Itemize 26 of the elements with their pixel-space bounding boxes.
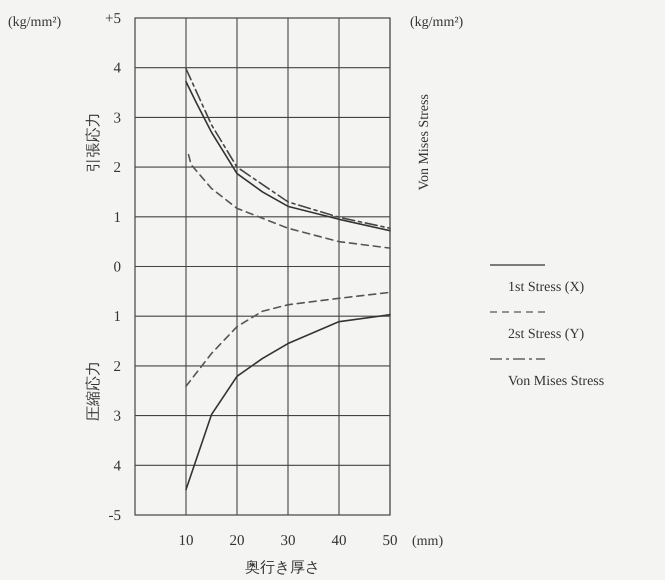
y-tick-label: 0 — [114, 260, 121, 276]
legend-label: Von Mises Stress — [508, 374, 604, 389]
y2-axis-title: Von Mises Stress — [417, 94, 432, 190]
y-tick-label: -5 — [108, 508, 121, 524]
x-tick-label: 50 — [382, 533, 398, 549]
legend-label: 1st Stress (X) — [508, 280, 585, 295]
y-tick-label: 2 — [114, 358, 121, 375]
y-tick-label: 3 — [114, 408, 121, 425]
text: (mm) — [412, 534, 444, 549]
y-tick-label: +5 — [105, 11, 121, 27]
y-tick-label: 1 — [114, 309, 121, 326]
legend-label: 2st Stress (Y) — [508, 327, 585, 342]
x-tick-label: 40 — [332, 533, 346, 549]
x-tick-label: 10 — [178, 533, 194, 549]
y-tick-label: 2 — [114, 160, 121, 176]
x-axis-title: 奥行き厚さ — [245, 559, 320, 576]
text: (kg/mm²) — [8, 15, 62, 30]
text: 圧縮応力 — [85, 360, 102, 421]
y-axis-title: 引張応力 — [85, 112, 102, 172]
y-tick-label: 4 — [114, 458, 122, 474]
y-tick-label: 3 — [114, 110, 121, 126]
x-tick-label: 20 — [230, 533, 244, 549]
y-tick-label: 1 — [114, 210, 121, 226]
x-tick-label: 30 — [280, 533, 296, 549]
text: (kg/mm²) — [410, 15, 464, 30]
y-tick-label: 4 — [114, 60, 122, 77]
